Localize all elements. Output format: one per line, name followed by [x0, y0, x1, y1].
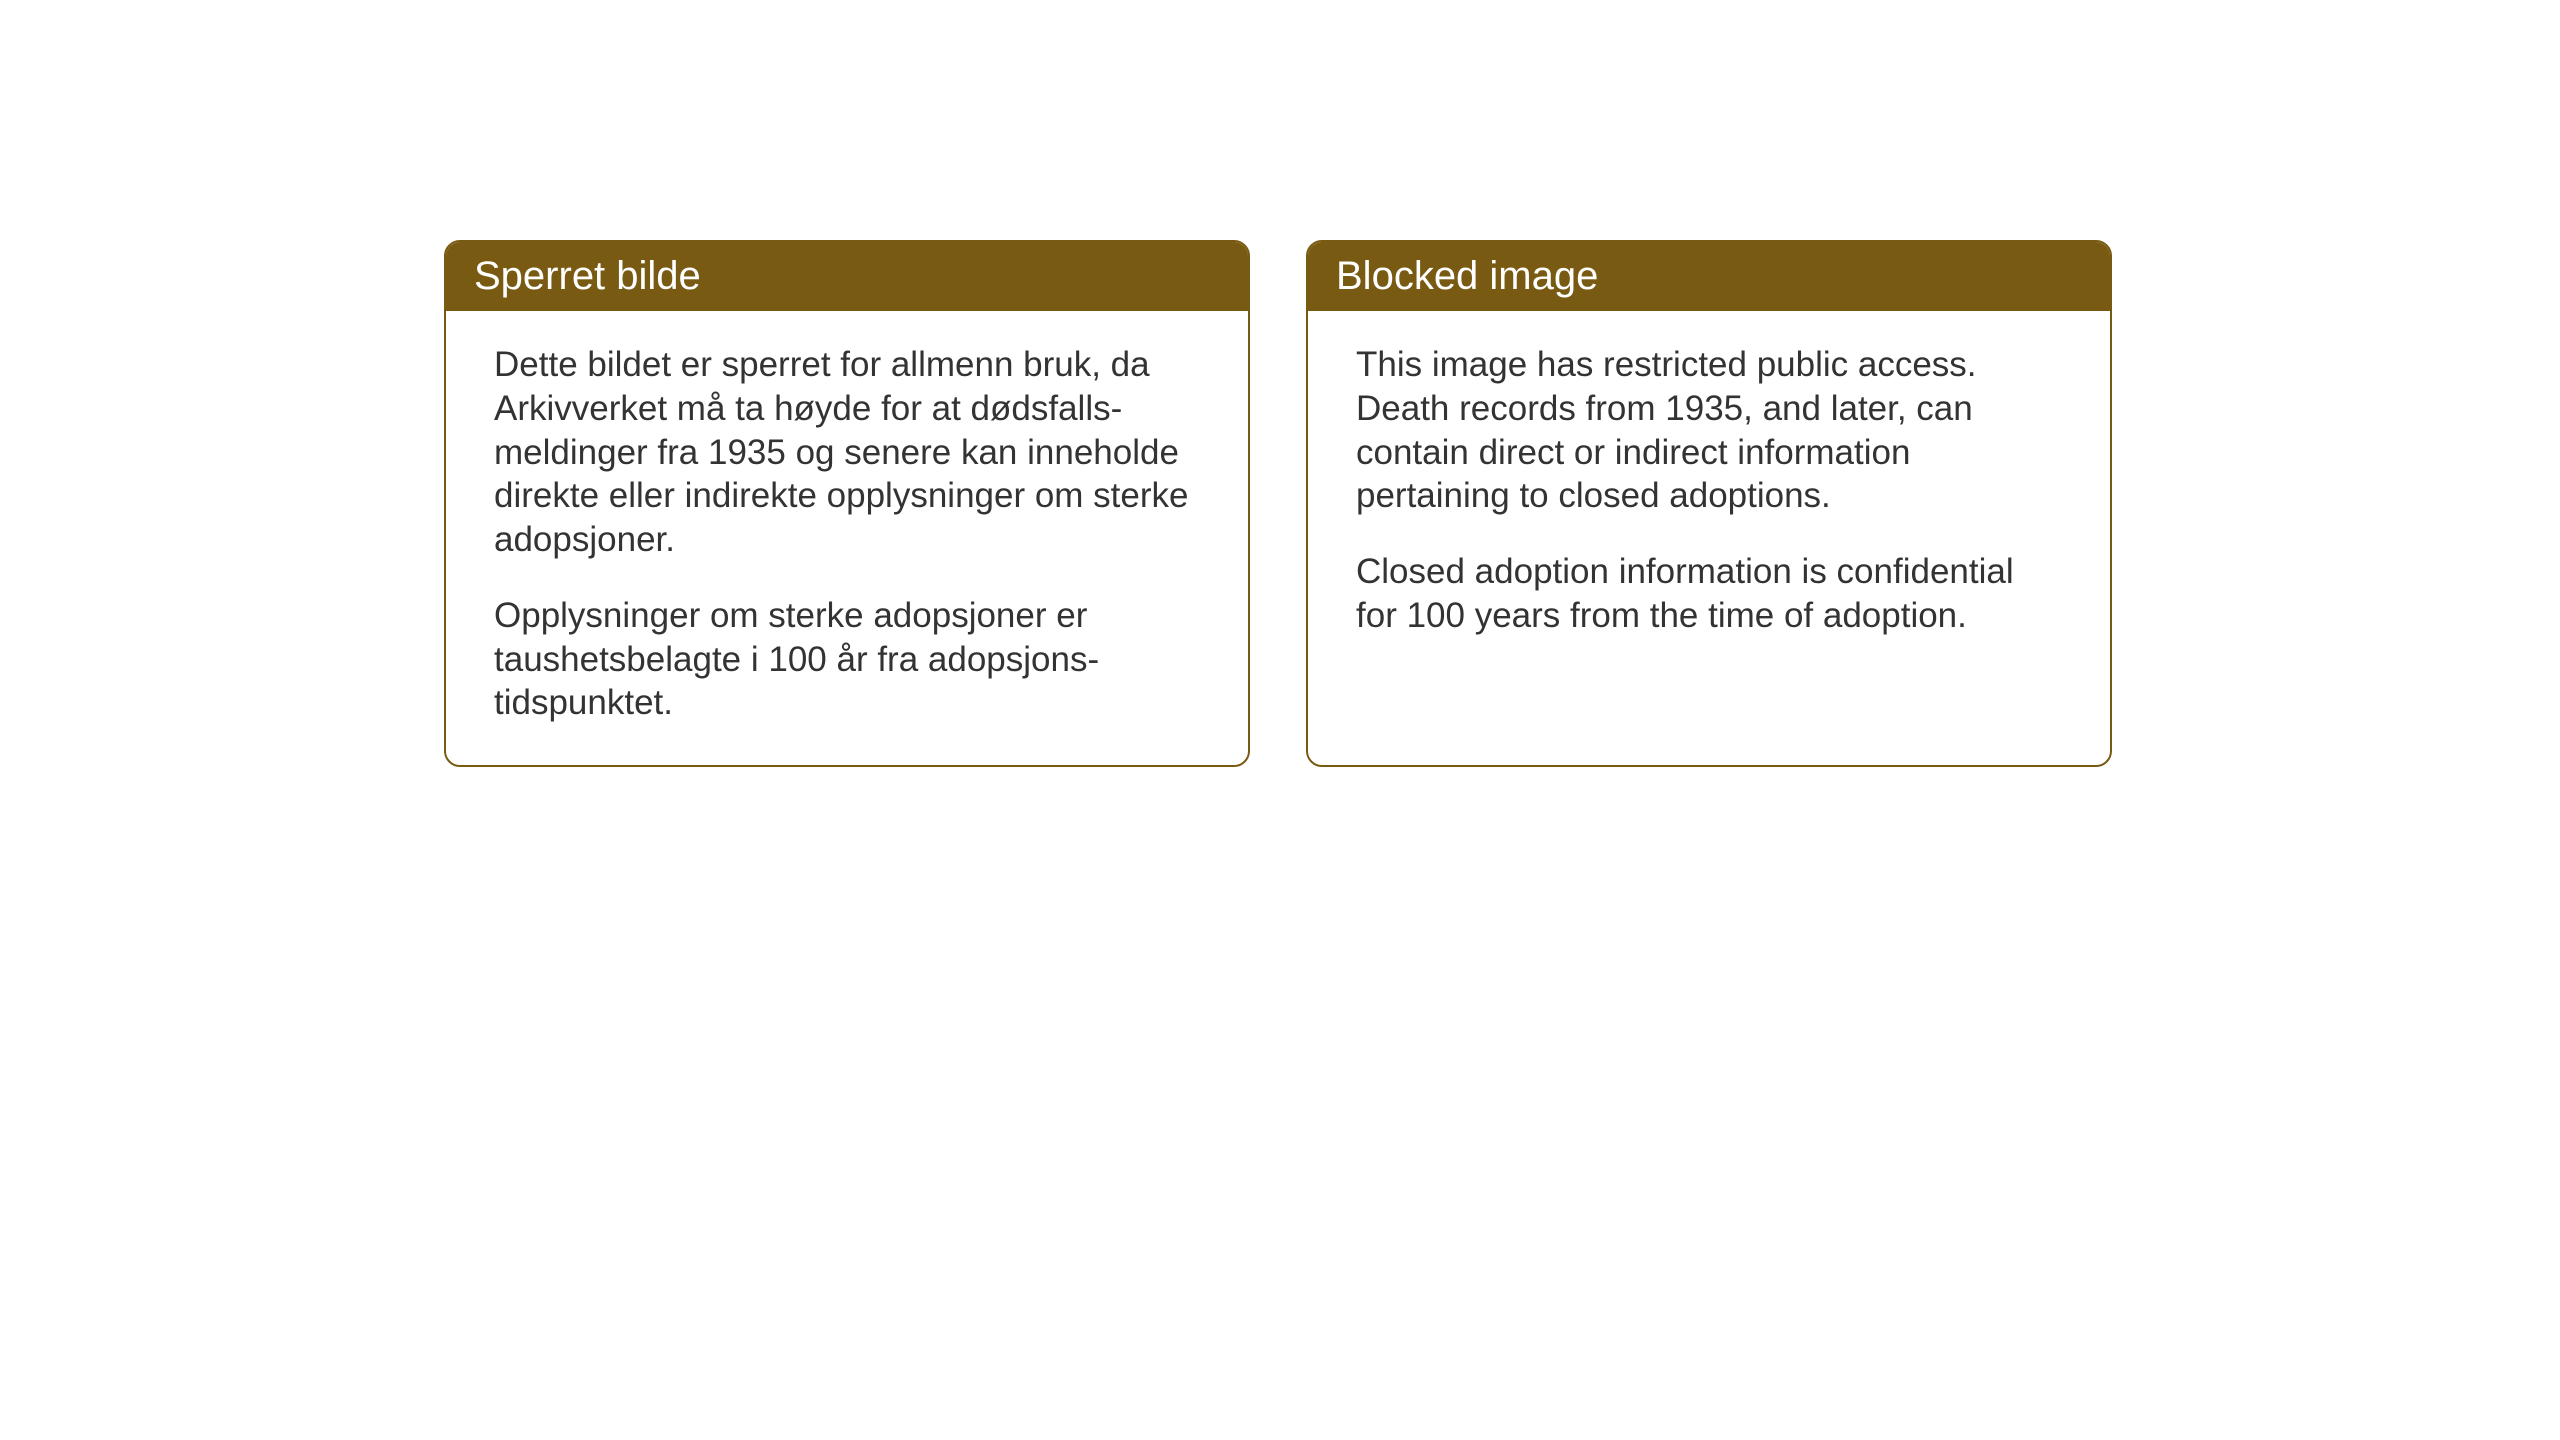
card-paragraph-english-2: Closed adoption information is confident…: [1356, 550, 2062, 638]
card-header-english: Blocked image: [1308, 242, 2110, 311]
card-paragraph-norwegian-1: Dette bildet er sperret for allmenn bruk…: [494, 343, 1200, 562]
card-body-english: This image has restricted public access.…: [1308, 311, 2110, 731]
card-title-english: Blocked image: [1336, 254, 1598, 298]
card-header-norwegian: Sperret bilde: [446, 242, 1248, 311]
notice-container: Sperret bilde Dette bildet er sperret fo…: [444, 240, 2112, 767]
card-paragraph-norwegian-2: Opplysninger om sterke adopsjoner er tau…: [494, 594, 1200, 725]
notice-card-english: Blocked image This image has restricted …: [1306, 240, 2112, 767]
card-title-norwegian: Sperret bilde: [474, 254, 701, 298]
card-body-norwegian: Dette bildet er sperret for allmenn bruk…: [446, 311, 1248, 765]
notice-card-norwegian: Sperret bilde Dette bildet er sperret fo…: [444, 240, 1250, 767]
card-paragraph-english-1: This image has restricted public access.…: [1356, 343, 2062, 518]
